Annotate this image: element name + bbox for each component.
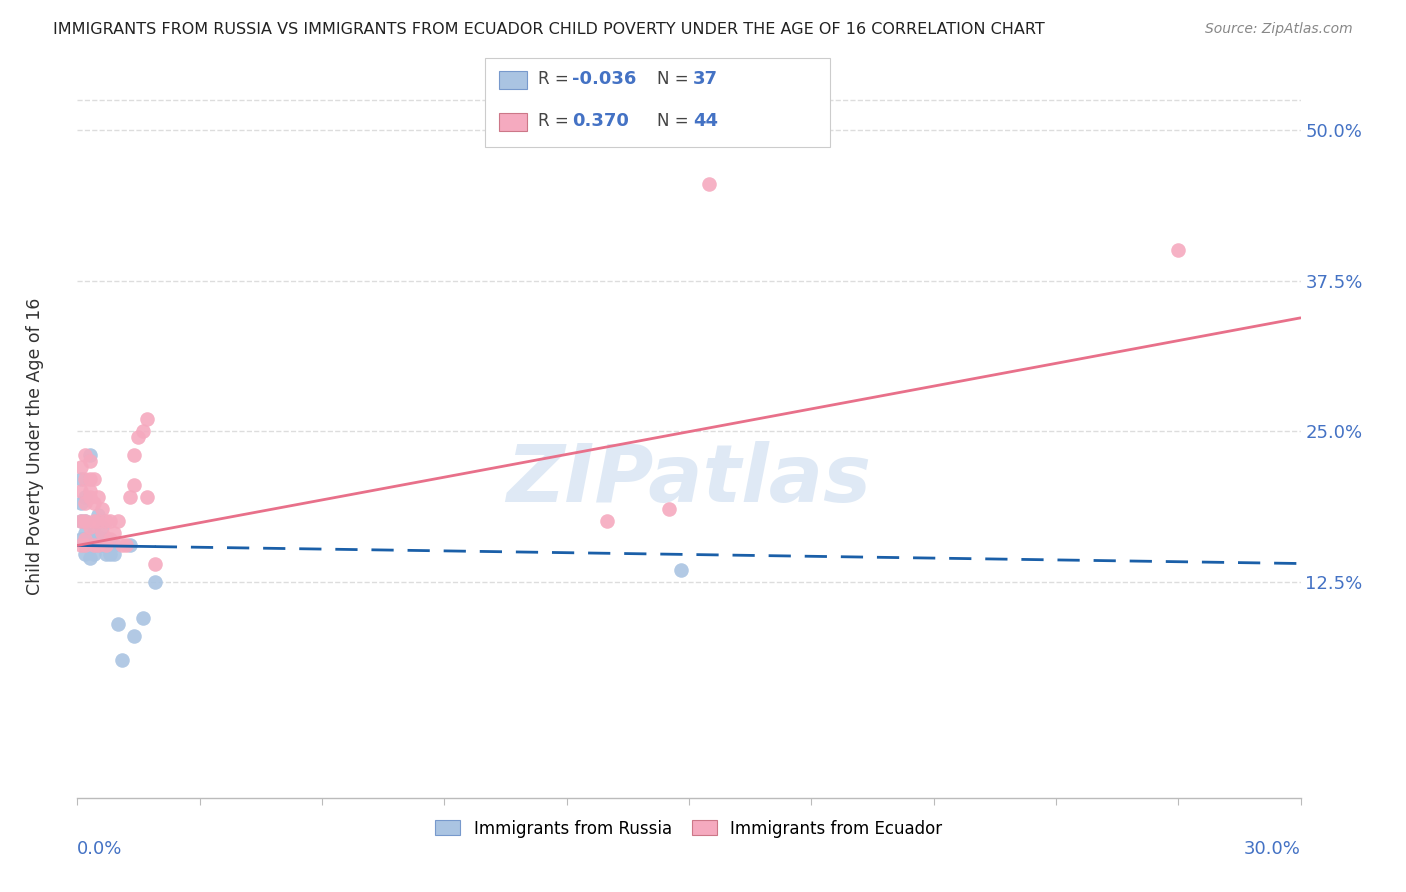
Point xyxy=(90,538,112,552)
Point xyxy=(596,514,619,528)
Point xyxy=(124,448,146,462)
Point xyxy=(83,547,105,561)
Point xyxy=(103,526,125,541)
Point xyxy=(79,484,101,499)
Point xyxy=(115,538,138,552)
Point xyxy=(127,430,149,444)
Point xyxy=(70,533,93,547)
Point xyxy=(135,412,157,426)
Point xyxy=(70,472,93,486)
Point xyxy=(135,490,157,504)
Point xyxy=(111,653,134,667)
Point xyxy=(83,514,105,528)
Point xyxy=(124,478,146,492)
Text: Source: ZipAtlas.com: Source: ZipAtlas.com xyxy=(1205,22,1353,37)
Point xyxy=(75,533,97,547)
Point xyxy=(131,611,153,625)
Text: N =: N = xyxy=(657,112,693,130)
Point xyxy=(658,502,681,516)
Point xyxy=(70,496,93,510)
Point xyxy=(70,538,93,552)
Point xyxy=(120,538,142,552)
Point xyxy=(124,629,146,643)
Point xyxy=(87,538,110,552)
Point xyxy=(669,563,692,577)
Point xyxy=(70,484,93,499)
Point xyxy=(111,538,134,552)
Point xyxy=(131,424,153,438)
Point xyxy=(103,538,125,552)
Point xyxy=(103,547,125,561)
Point xyxy=(83,526,105,541)
Point xyxy=(94,547,117,561)
Point xyxy=(120,490,142,504)
Point xyxy=(87,530,110,544)
Text: 0.0%: 0.0% xyxy=(77,840,122,858)
Point xyxy=(699,177,721,192)
Point xyxy=(98,533,121,547)
Point xyxy=(83,496,105,510)
Point xyxy=(75,538,97,552)
Point xyxy=(79,454,101,468)
Point xyxy=(70,514,93,528)
Point xyxy=(90,502,112,516)
Text: R =: R = xyxy=(538,112,575,130)
Point xyxy=(98,538,121,552)
Point xyxy=(87,538,110,552)
Text: 44: 44 xyxy=(693,112,718,130)
Point xyxy=(79,472,101,486)
Point xyxy=(107,616,129,631)
Text: R =: R = xyxy=(538,70,575,88)
Point xyxy=(94,533,117,547)
Legend: Immigrants from Russia, Immigrants from Ecuador: Immigrants from Russia, Immigrants from … xyxy=(429,813,949,844)
Point xyxy=(87,508,110,523)
Text: Child Poverty Under the Age of 16: Child Poverty Under the Age of 16 xyxy=(27,297,44,595)
Point xyxy=(75,538,97,552)
Point xyxy=(94,538,117,552)
Text: 0.370: 0.370 xyxy=(572,112,628,130)
Point xyxy=(79,533,101,547)
Point xyxy=(87,490,110,504)
Point xyxy=(94,538,117,552)
Point xyxy=(75,514,97,528)
Point xyxy=(75,472,97,486)
Point xyxy=(79,490,101,504)
Point xyxy=(79,520,101,534)
Text: N =: N = xyxy=(657,70,693,88)
Point xyxy=(83,538,105,552)
Point xyxy=(98,514,121,528)
Point xyxy=(98,547,121,561)
Point xyxy=(79,448,101,462)
Point xyxy=(70,514,93,528)
Text: IMMIGRANTS FROM RUSSIA VS IMMIGRANTS FROM ECUADOR CHILD POVERTY UNDER THE AGE OF: IMMIGRANTS FROM RUSSIA VS IMMIGRANTS FRO… xyxy=(53,22,1045,37)
Point xyxy=(90,526,112,541)
Point xyxy=(83,533,105,547)
Point xyxy=(90,520,112,534)
Point xyxy=(83,472,105,486)
Text: 37: 37 xyxy=(693,70,718,88)
Point xyxy=(79,550,101,565)
Point xyxy=(75,490,97,504)
Point xyxy=(70,460,93,475)
Point xyxy=(79,538,101,552)
Point xyxy=(107,514,129,528)
Text: ZIPatlas: ZIPatlas xyxy=(506,442,872,519)
Point xyxy=(75,547,97,561)
Point xyxy=(1167,244,1189,258)
Point xyxy=(83,538,105,552)
Point xyxy=(75,526,97,541)
Point xyxy=(75,514,97,528)
Point xyxy=(143,574,166,589)
Point xyxy=(75,448,97,462)
Text: 30.0%: 30.0% xyxy=(1244,840,1301,858)
Point xyxy=(94,514,117,528)
Text: -0.036: -0.036 xyxy=(572,70,637,88)
Point xyxy=(75,496,97,510)
Point xyxy=(75,533,97,547)
Point xyxy=(87,514,110,528)
Point xyxy=(143,557,166,571)
